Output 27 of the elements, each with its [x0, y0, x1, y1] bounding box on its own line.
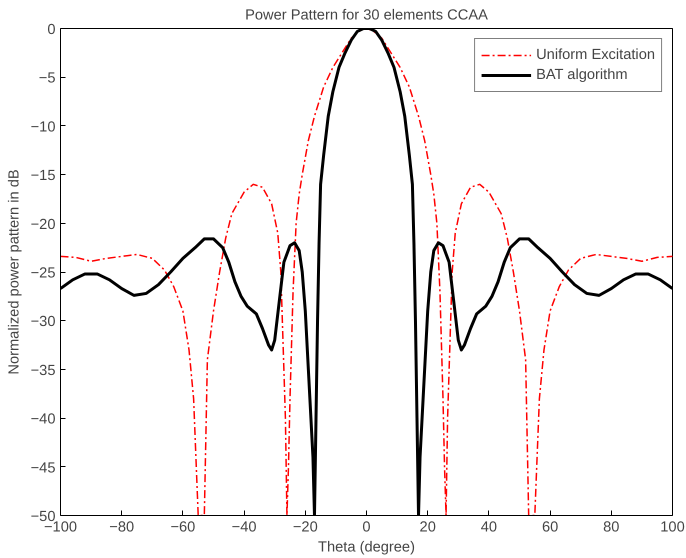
x-tick-label: −20 [292, 520, 318, 536]
x-tick-label: −60 [170, 520, 196, 536]
x-tick-label: 80 [603, 520, 620, 536]
y-tick-label: 0 [47, 22, 56, 38]
legend-label: BAT algorithm [536, 67, 628, 83]
chart-title: Power Pattern for 30 elements CCAA [245, 8, 488, 24]
x-tick-label: −40 [232, 520, 257, 536]
y-tick-label: −30 [30, 314, 56, 330]
y-tick-label: −45 [30, 460, 56, 476]
legend-label: Uniform Excitation [536, 47, 655, 63]
y-tick-label: −15 [30, 168, 56, 184]
y-tick-label: −25 [30, 266, 56, 282]
line-series [60, 28, 672, 516]
y-tick-label: −10 [30, 119, 56, 136]
x-tick-label: 40 [480, 520, 498, 536]
x-tick-label: 0 [362, 520, 371, 536]
y-tick-label: −5 [38, 70, 56, 87]
y-axis-title: Normalized power pattern in dB [6, 169, 23, 375]
x-tick-label: −100 [44, 520, 78, 536]
x-tick-label: 100 [660, 520, 685, 536]
x-tick-label: 60 [542, 520, 558, 536]
x-tick-label: 20 [420, 520, 436, 536]
x-axis-title: Theta (degree) [318, 540, 415, 556]
y-tick-label: −20 [30, 216, 56, 233]
x-tick-label: −80 [109, 520, 134, 536]
y-tick-label: −40 [30, 412, 56, 428]
y-tick-label: −35 [30, 362, 56, 379]
